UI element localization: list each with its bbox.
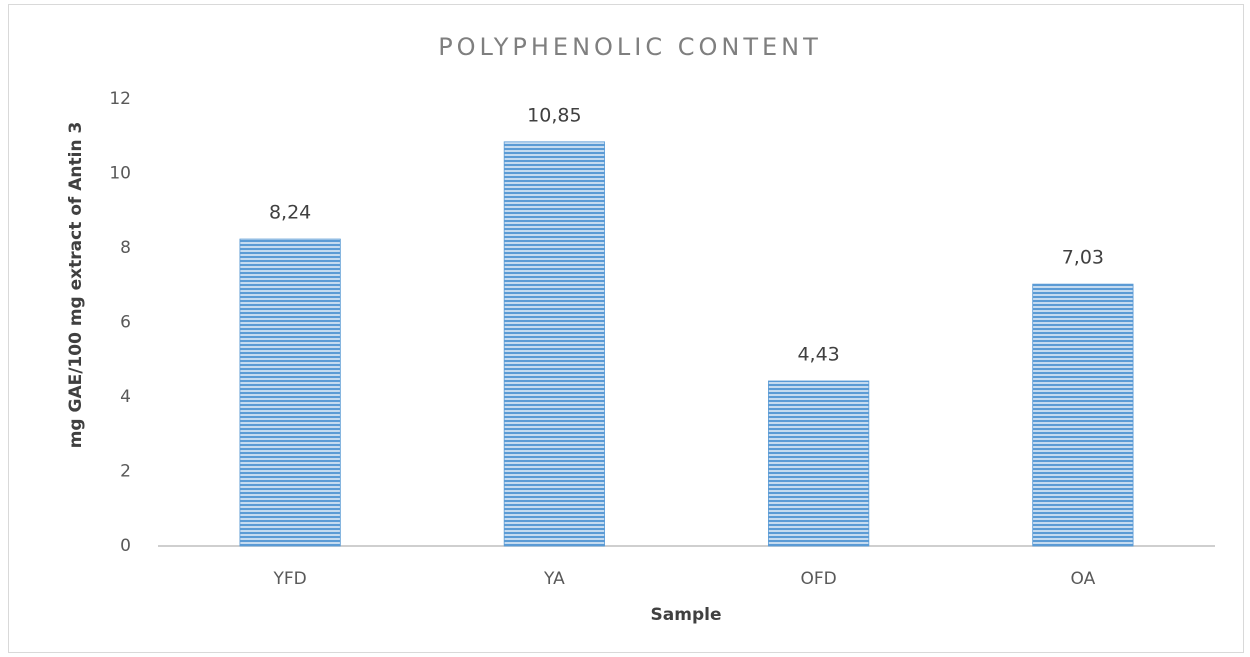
data-label: 7,03 xyxy=(1062,247,1104,269)
y-tick-label: 6 xyxy=(120,313,131,333)
x-tick-label: OA xyxy=(1071,569,1096,589)
x-axis-title: Sample xyxy=(651,605,722,625)
data-label: 10,85 xyxy=(527,104,581,126)
x-tick-label: YA xyxy=(543,569,565,589)
bar xyxy=(1032,283,1134,547)
y-tick-label: 10 xyxy=(109,164,131,184)
y-tick-label: 2 xyxy=(120,462,131,482)
bar xyxy=(503,141,605,547)
data-label: 4,43 xyxy=(797,343,839,365)
x-tick-label: OFD xyxy=(801,569,837,589)
y-tick-label: 8 xyxy=(120,238,131,258)
data-label: 8,24 xyxy=(269,202,311,224)
bar xyxy=(768,380,870,547)
y-tick-label: 12 xyxy=(109,89,131,109)
y-tick-label: 0 xyxy=(120,536,131,556)
y-axis-title: mg GAE/100 mg extract of Antin 3 xyxy=(66,122,86,449)
x-tick-label: YFD xyxy=(272,569,306,589)
y-tick-label: 4 xyxy=(120,387,131,407)
chart-title: POLYPHENOLIC CONTENT xyxy=(438,33,822,61)
bar xyxy=(239,238,341,547)
